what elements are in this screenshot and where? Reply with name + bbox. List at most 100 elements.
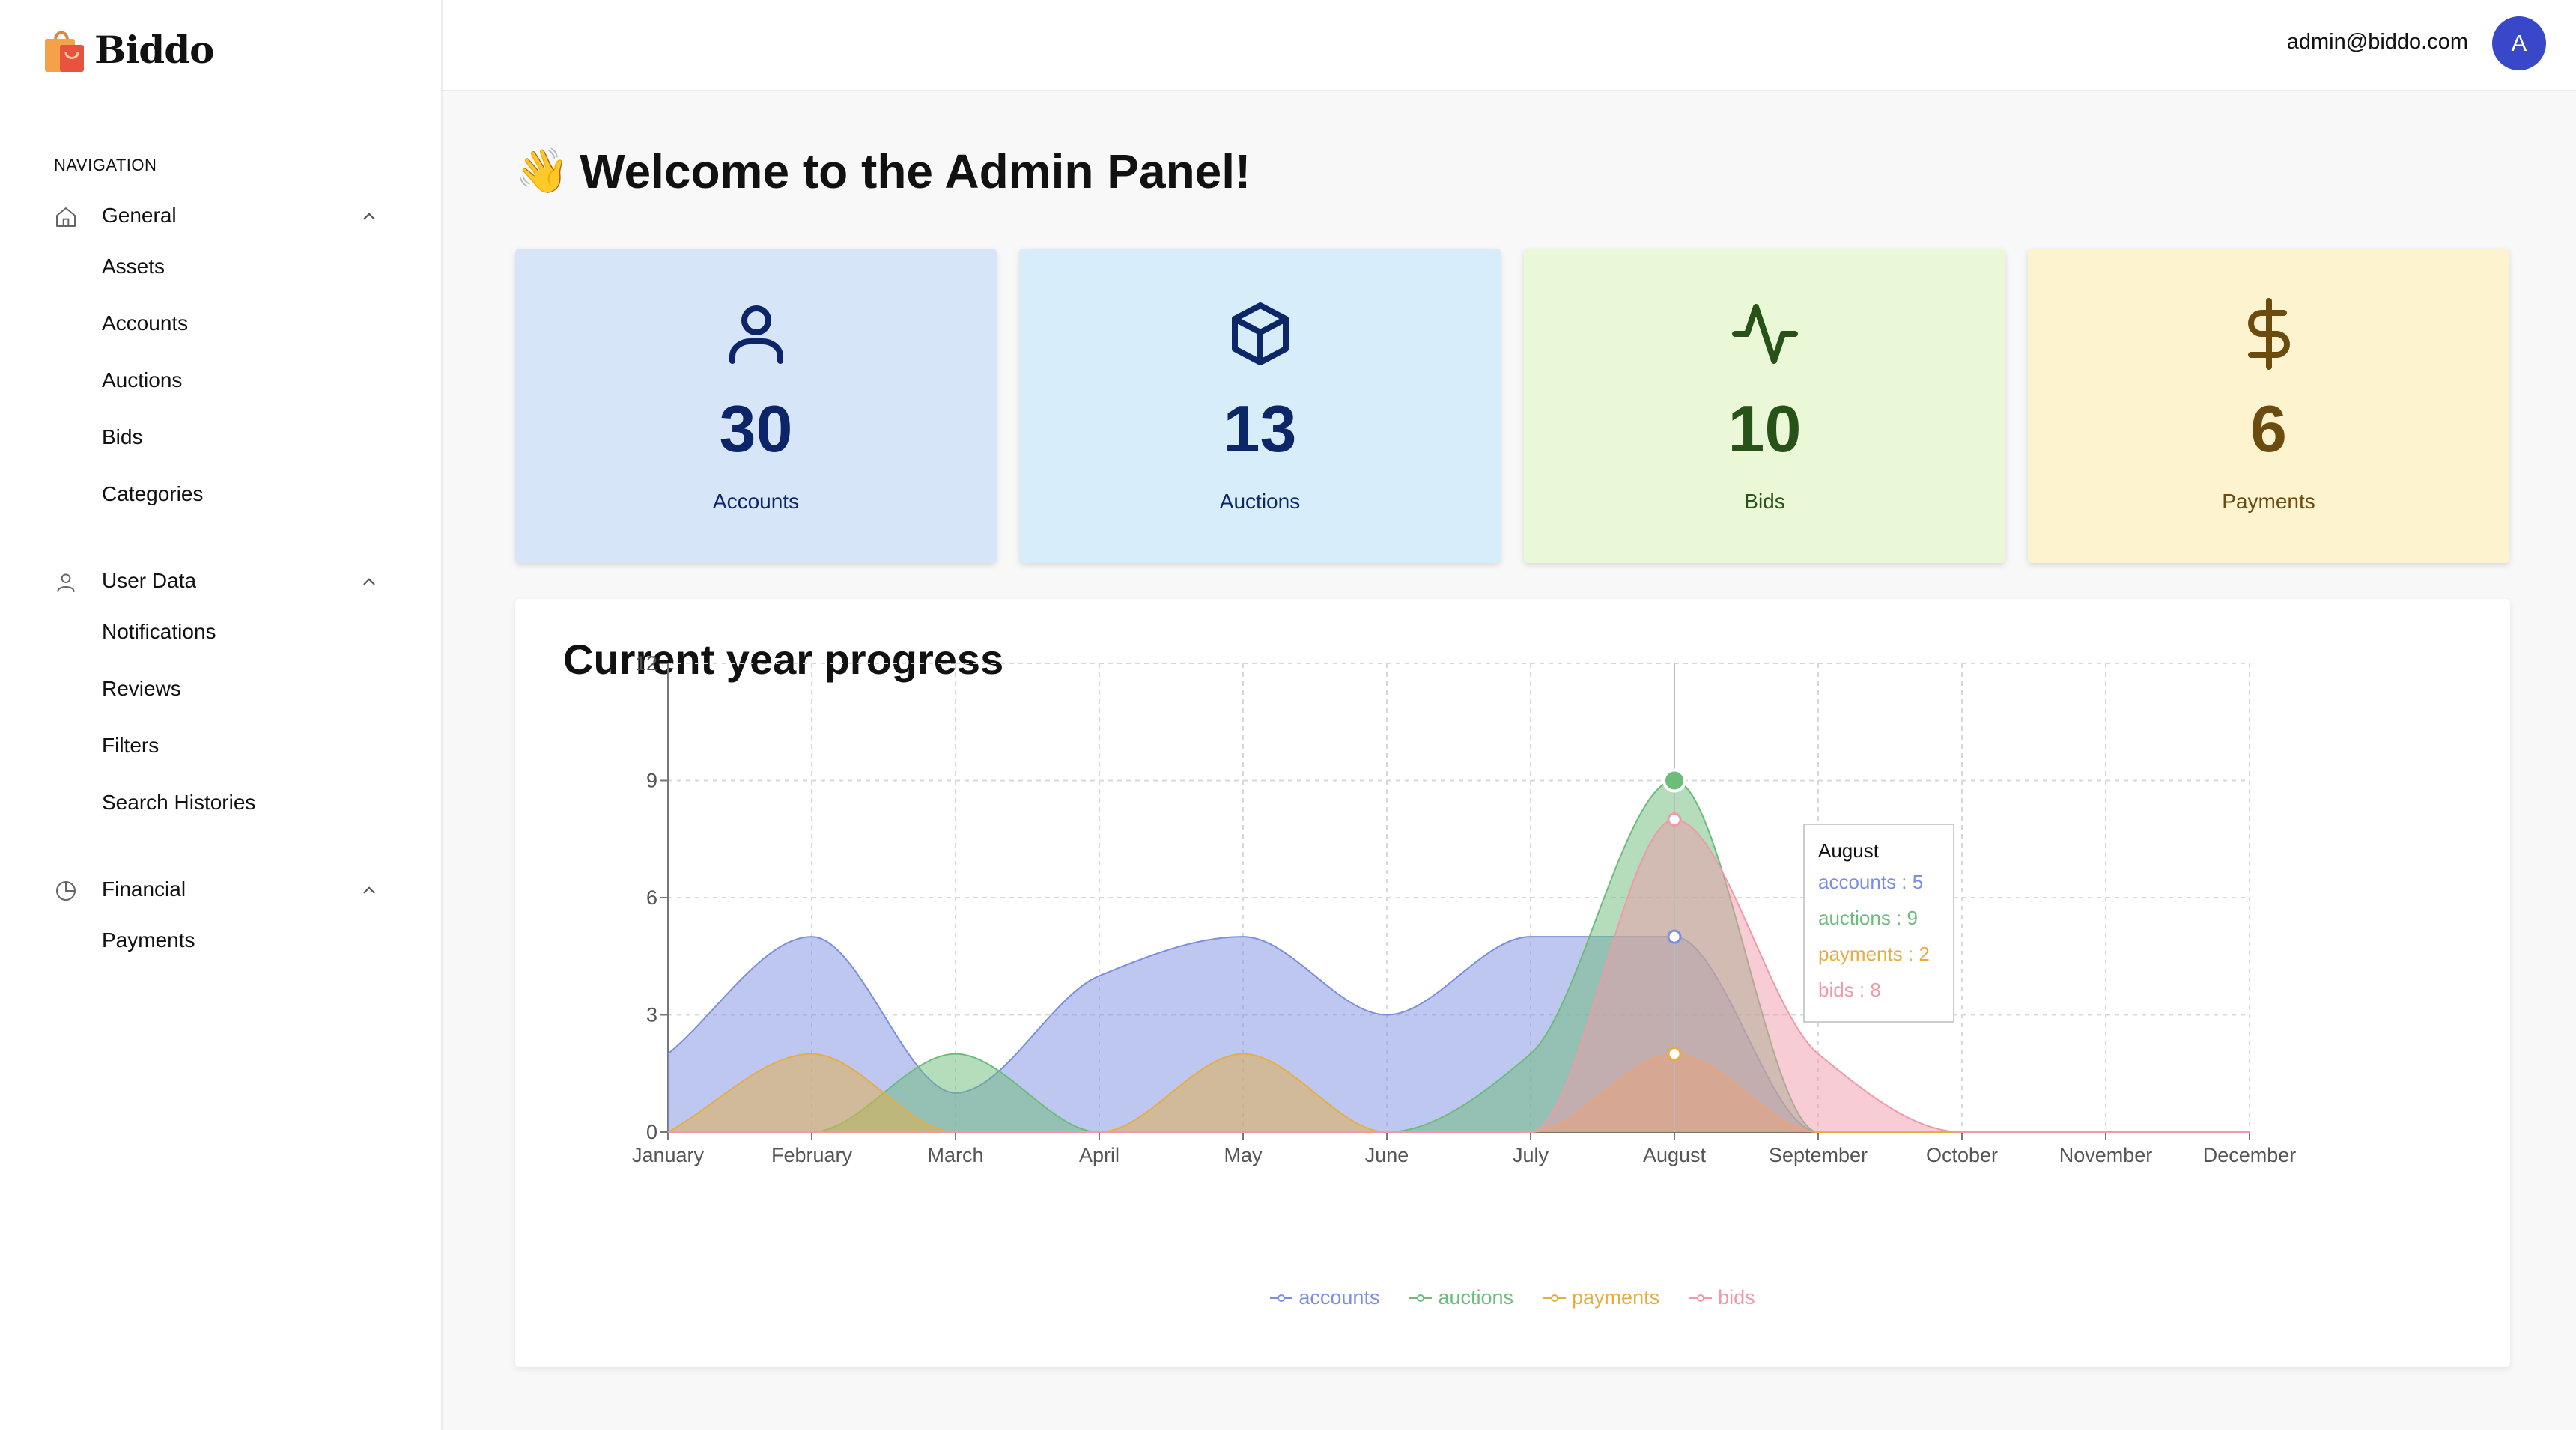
shopping-bag-icon: [45, 31, 84, 72]
stat-card-bids[interactable]: 10 Bids: [1524, 249, 2005, 563]
sidebar-item-reviews[interactable]: Reviews: [0, 660, 443, 717]
area-payments: [668, 1053, 2250, 1132]
nav-group-user-data: User Data Notifications Reviews Filters …: [0, 559, 443, 831]
legend-item-auctions[interactable]: auctions: [1409, 1286, 1513, 1309]
sidebar-item-label: Assets: [102, 255, 165, 278]
sidebar-item-categories[interactable]: Categories: [0, 466, 443, 523]
area-chart[interactable]: 0 3 6 9 12 January February March April May June Ju…: [515, 599, 2510, 1367]
nav-group-label: General: [102, 204, 177, 227]
nav-heading: NAVIGATION: [54, 156, 157, 174]
x-tick-label: June: [1365, 1144, 1409, 1166]
stat-value: 6: [2250, 392, 2287, 466]
sidebar-item-label: Bids: [102, 425, 143, 448]
page-title-text: Welcome to the Admin Panel!: [580, 144, 1251, 198]
x-tick-label: September: [1769, 1144, 1868, 1166]
nav-group-general: General Assets Accounts Auctions Bids Ca…: [0, 193, 443, 523]
tooltip-line-bids: bids : 8: [1818, 979, 1881, 1001]
sidebar-item-label: Auctions: [102, 368, 183, 392]
stat-label: Payments: [2222, 490, 2315, 513]
stat-label: Accounts: [712, 490, 800, 513]
x-tick-label: February: [771, 1144, 853, 1166]
chevron-up-icon: [363, 886, 375, 894]
x-tick-label: August: [1643, 1144, 1707, 1166]
sidebar-item-assets[interactable]: Assets: [0, 238, 443, 295]
y-tick-label: 9: [646, 770, 657, 792]
sidebar-item-label: Accounts: [102, 311, 189, 335]
sidebar-item-label: Notifications: [102, 620, 216, 643]
sidebar-item-auctions[interactable]: Auctions: [0, 352, 443, 409]
nav-group-toggle-general[interactable]: General: [0, 193, 443, 238]
sidebar-item-filters[interactable]: Filters: [0, 717, 443, 774]
activity-icon: [1731, 304, 1798, 364]
stat-value: 10: [1728, 392, 1802, 466]
stat-label: Auctions: [1219, 490, 1301, 513]
x-tick-label: December: [2203, 1144, 2297, 1166]
legend-marker: [1270, 1294, 1293, 1302]
dollar-icon: [2247, 298, 2290, 370]
page-title: 👋 Welcome to the Admin Panel!: [515, 144, 1251, 199]
top-bar: admin@biddo.com A: [443, 0, 2576, 91]
tooltip-line-accounts: accounts : 5: [1818, 871, 1924, 893]
y-tick-label: 6: [646, 886, 657, 909]
sidebar-item-accounts[interactable]: Accounts: [0, 295, 443, 352]
stat-card-payments[interactable]: 6 Payments: [2028, 249, 2509, 563]
legend-marker: [1543, 1294, 1567, 1302]
user-icon: [729, 305, 783, 364]
legend-item-bids[interactable]: bids: [1689, 1286, 1755, 1309]
line-bids: [668, 818, 2250, 1133]
legend-marker: [1409, 1294, 1433, 1302]
tooltip-line-payments: payments : 2: [1818, 943, 1930, 965]
tooltip-line-auctions: auctions : 9: [1818, 907, 1918, 929]
x-tick-label: July: [1513, 1144, 1549, 1166]
sidebar-item-bids[interactable]: Bids: [0, 409, 443, 466]
pie-chart-icon: [56, 880, 76, 901]
user-icon: [57, 573, 75, 592]
active-dot-payments: [1667, 1047, 1682, 1062]
legend-item-accounts[interactable]: accounts: [1270, 1286, 1379, 1309]
x-tick-label: May: [1224, 1144, 1263, 1166]
avatar[interactable]: A: [2492, 16, 2546, 70]
y-tick-label: 0: [646, 1121, 657, 1143]
chevron-up-icon: [363, 578, 375, 585]
sidebar-item-label: Categories: [102, 482, 204, 505]
x-tick-label: April: [1079, 1144, 1120, 1166]
sidebar-item-label: Filters: [102, 734, 160, 757]
nav-group-label: Financial: [102, 877, 186, 901]
home-icon: [56, 207, 76, 227]
legend-label: bids: [1718, 1286, 1755, 1309]
sidebar: Biddo NAVIGATION General Assets Accounts…: [0, 0, 443, 1430]
legend-marker: [1689, 1294, 1713, 1302]
waving-hand-icon: 👋: [515, 147, 570, 195]
chart-title: Current year progress: [563, 636, 1004, 683]
chart-legend: accounts auctions payments bids: [515, 1286, 2510, 1309]
progress-chart-card: Current year progress 0 3 6 9 12 January Febru…: [515, 599, 2510, 1367]
sidebar-item-notifications[interactable]: Notifications: [0, 603, 443, 660]
stat-card-accounts[interactable]: 30 Accounts: [515, 249, 997, 563]
brand-logo[interactable]: Biddo: [40, 24, 215, 75]
chart-tooltip: August accounts : 5 auctions : 9 payment…: [1803, 824, 1954, 1023]
x-tick-label: March: [927, 1144, 983, 1166]
nav-group-label: User Data: [102, 569, 197, 592]
legend-item-payments[interactable]: payments: [1543, 1286, 1659, 1309]
x-tick-label: October: [1926, 1144, 1998, 1166]
active-dot-bids: [1667, 812, 1682, 827]
legend-label: auctions: [1438, 1286, 1514, 1309]
sidebar-item-payments[interactable]: Payments: [0, 912, 443, 969]
active-dot-auctions: [1662, 768, 1686, 793]
x-tick-label: November: [2059, 1144, 2153, 1166]
sidebar-item-label: Reviews: [102, 677, 181, 700]
sidebar-item-label: Search Histories: [102, 791, 256, 814]
nav-group-toggle-financial[interactable]: Financial: [0, 867, 443, 912]
user-email: admin@biddo.com: [2286, 30, 2468, 54]
sidebar-item-search-histories[interactable]: Search Histories: [0, 774, 443, 831]
nav-group-financial: Financial Payments: [0, 867, 443, 969]
nav-group-toggle-user-data[interactable]: User Data: [0, 559, 443, 603]
y-tick-label: 12: [635, 652, 657, 675]
legend-label: payments: [1572, 1286, 1660, 1309]
stat-value: 30: [719, 392, 793, 466]
x-tick-label: January: [632, 1144, 705, 1166]
sidebar-item-label: Payments: [102, 928, 195, 952]
box-icon: [1231, 302, 1289, 365]
legend-label: accounts: [1298, 1286, 1380, 1309]
stat-card-auctions[interactable]: 13 Auctions: [1019, 249, 1501, 563]
